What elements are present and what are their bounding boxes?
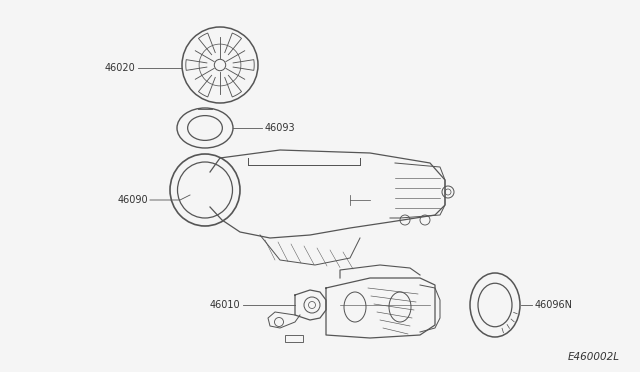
Text: 46096N: 46096N: [535, 300, 573, 310]
Text: 46090: 46090: [117, 195, 148, 205]
Bar: [285, 335, 303, 342]
Text: 46010: 46010: [209, 300, 240, 310]
Text: 46093: 46093: [265, 123, 296, 133]
Text: E460002L: E460002L: [568, 352, 620, 362]
Text: 46020: 46020: [104, 63, 135, 73]
